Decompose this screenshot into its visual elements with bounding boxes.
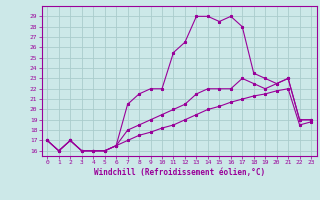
X-axis label: Windchill (Refroidissement éolien,°C): Windchill (Refroidissement éolien,°C) <box>94 168 265 177</box>
